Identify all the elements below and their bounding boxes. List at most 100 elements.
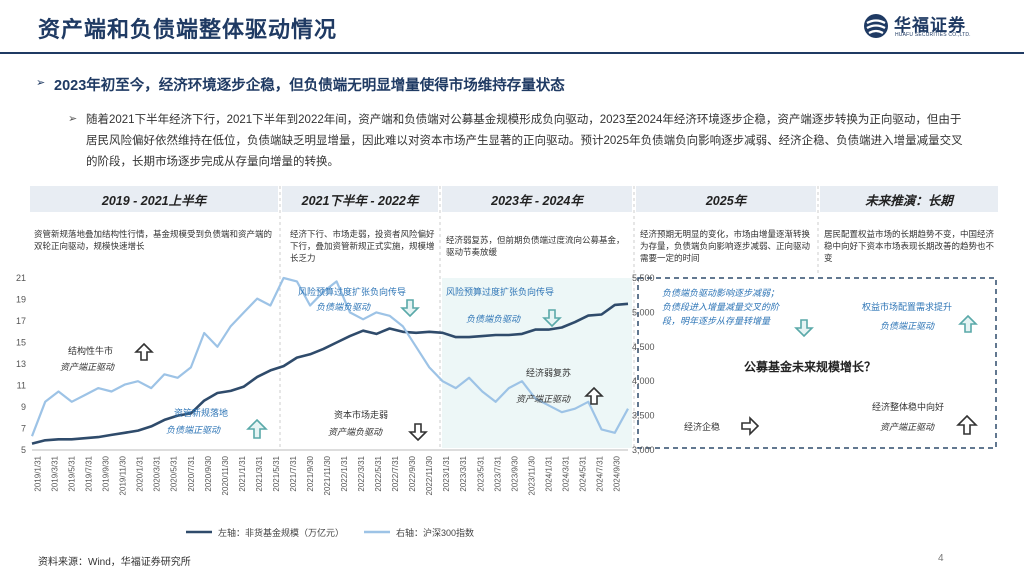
up-arrow-icon — [956, 414, 978, 435]
y-left-tick-label: 15 — [16, 338, 26, 348]
annot-market-weak: 资本市场走弱 — [334, 410, 389, 420]
x-tick-label: 2024/7/31 — [595, 455, 604, 491]
period-1-desc: 资管新规落地叠加结构性行情，基金规模受到负债端和资产端的双轮正向驱动，规模快速增… — [34, 229, 273, 251]
x-tick-label: 2020/9/30 — [204, 455, 213, 491]
annot-liability-negative-1: 负债端负驱动 — [316, 302, 371, 312]
up-arrow-icon — [246, 418, 268, 439]
annot-future-line-1: 负债端负驱动影响逐步减弱； — [662, 288, 780, 298]
annot-future-question: 公募基金未来规模增长？ — [744, 360, 877, 374]
headline-arrow-icon: ➢ — [36, 77, 46, 89]
para-arrow-icon: ➢ — [68, 113, 78, 125]
period-5-label: 未来推演：长期 — [820, 186, 998, 212]
x-tick-label: 2023/9/30 — [510, 455, 519, 491]
up-arrow-icon — [134, 342, 154, 361]
period-3-desc: 经济弱复苏，但前期负债端过度流向公募基金，驱动节奏放缓 — [446, 235, 625, 257]
source-note: 资料来源：Wind，华福证券研究所 — [38, 557, 191, 568]
annot-economy-good: 经济整体稳中向好 — [872, 402, 945, 412]
logo-cn-text: 华福证券 — [894, 16, 966, 35]
y-left-tick-label: 17 — [16, 316, 26, 326]
x-tick-label: 2020/11/30 — [221, 455, 230, 495]
y-left-tick-label: 19 — [16, 295, 26, 305]
period-2-label: 2021下半年 - 2022年 — [282, 186, 438, 212]
annot-liability-positive-1: 负债端正驱动 — [166, 425, 221, 435]
annot-future-line-2: 负债段进入增量减量交叉的阶 — [662, 302, 780, 312]
x-tick-label: 2020/7/31 — [187, 455, 196, 491]
brand-logo: 华福证券 HUAFU SECURITIES CO.,LTD. — [862, 10, 1002, 42]
annot-future-liability: 负债端负驱动影响逐步减弱； 负债段进入增量减量交叉的阶 段，明年逐步从存量转增量 — [662, 286, 779, 328]
x-tick-label: 2023/1/31 — [442, 455, 451, 491]
page-number: 4 — [938, 553, 944, 564]
summary-paragraph: 随着2021下半年经济下行，2021下半年到2022年间，资产端和负债端对公募基… — [86, 114, 963, 168]
down-arrow-icon — [542, 309, 562, 328]
y-left-tick-label: 13 — [16, 359, 26, 369]
annot-structural-bull: 结构性牛市 — [68, 346, 114, 356]
x-tick-label: 2020/3/31 — [153, 455, 162, 491]
annot-economy-stable: 经济企稳 — [684, 422, 721, 432]
annot-risk-budget-2: 风险预算过度扩张负向传导 — [446, 287, 555, 297]
annot-weak-recovery: 经济弱复苏 — [526, 368, 572, 378]
x-tick-label: 2022/5/31 — [374, 455, 383, 491]
logo-en-text: HUAFU SECURITIES CO.,LTD. — [895, 32, 971, 38]
legend-fund-label: 左轴：非货基金规模（万亿元） — [218, 528, 345, 538]
header-rule — [0, 52, 1024, 54]
y-left-tick-label: 5 — [21, 445, 26, 455]
legend-fund-swatch — [186, 530, 212, 534]
x-tick-label: 2024/3/31 — [561, 455, 570, 491]
x-tick-label: 2019/1/31 — [34, 455, 43, 491]
up-arrow-icon — [958, 314, 978, 333]
x-tick-label: 2021/5/31 — [272, 455, 281, 491]
period-1-label: 2019 - 2021上半年 — [30, 186, 278, 212]
shade-2023-2024 — [442, 278, 632, 448]
x-tick-label: 2019/3/31 — [51, 455, 60, 491]
future-dashed-box — [637, 277, 997, 449]
period-4-label: 2025年 — [636, 186, 816, 212]
period-3-label: 2023年 - 2024年 — [442, 186, 632, 212]
right-arrow-icon — [741, 416, 760, 436]
annot-equity-demand: 权益市场配置需求提升 — [862, 302, 953, 312]
y-right-tick-label: 4,000 — [632, 376, 655, 386]
y-left-tick-label: 9 — [21, 402, 26, 412]
x-tick-label: 2022/3/31 — [357, 455, 366, 491]
page-title: 资产端和负债端整体驱动情况 — [38, 17, 338, 42]
x-tick-label: 2019/5/31 — [68, 455, 77, 491]
legend-csi-swatch — [364, 530, 390, 534]
series-csi300-line — [30, 276, 629, 437]
x-tick-label: 2021/1/31 — [238, 455, 247, 491]
logo-emblem-icon — [864, 14, 888, 38]
y-right-tick-label: 5,000 — [632, 307, 655, 317]
x-tick-label: 2021/9/30 — [306, 455, 315, 491]
x-tick-label: 2022/11/30 — [425, 455, 434, 495]
down-arrow-icon — [408, 423, 428, 442]
x-tick-label: 2019/7/31 — [85, 455, 94, 491]
y-right-tick-label: 3,000 — [632, 445, 655, 455]
x-tick-label: 2022/1/31 — [340, 455, 349, 491]
down-arrow-icon — [400, 299, 420, 318]
x-tick-label: 2021/11/30 — [323, 455, 332, 495]
legend-csi-label: 右轴：沪深300指数 — [396, 528, 475, 538]
period-2-desc: 经济下行、市场走弱，投资者风险偏好下行，叠加资管新规正式实施，规模增长乏力 — [290, 229, 435, 263]
annot-new-rules: 资管新规落地 — [174, 408, 229, 418]
x-tick-label: 2021/7/31 — [289, 455, 298, 491]
annot-asset-positive-2: 资产端正驱动 — [516, 394, 571, 404]
annot-asset-negative-1: 资产端负驱动 — [328, 427, 383, 437]
y-left-tick-label: 7 — [21, 424, 26, 434]
headline: 2023年初至今，经济环境逐步企稳，但负债端无明显增量使得市场维持存量状态 — [54, 78, 565, 94]
x-tick-label: 2020/5/31 — [170, 455, 179, 491]
up-arrow-icon — [584, 386, 604, 405]
down-arrow-icon — [794, 319, 814, 338]
y-right-tick-label: 3,500 — [632, 411, 655, 421]
x-tick-label: 2023/5/31 — [476, 455, 485, 491]
period-4-desc: 经济预期无明显的变化，市场由增量逐渐转换为存量，负债端负向影响逐步减弱、正向驱动… — [640, 229, 811, 263]
x-tick-label: 2024/5/31 — [578, 455, 587, 491]
x-tick-label: 2019/9/30 — [102, 455, 111, 491]
x-tick-label: 2020/1/31 — [136, 455, 145, 491]
x-tick-label: 2022/9/30 — [408, 455, 417, 491]
x-tick-label: 2023/7/31 — [493, 455, 502, 491]
annot-risk-budget-1: 风险预算过度扩张负向传导 — [298, 287, 407, 297]
y-left-tick-label: 21 — [16, 273, 26, 283]
x-tick-label: 2021/3/31 — [255, 455, 264, 491]
x-tick-label: 2019/11/30 — [119, 455, 128, 495]
x-tick-label: 2022/7/31 — [391, 455, 400, 491]
annot-liability-negative-2: 负债端负驱动 — [466, 314, 521, 324]
